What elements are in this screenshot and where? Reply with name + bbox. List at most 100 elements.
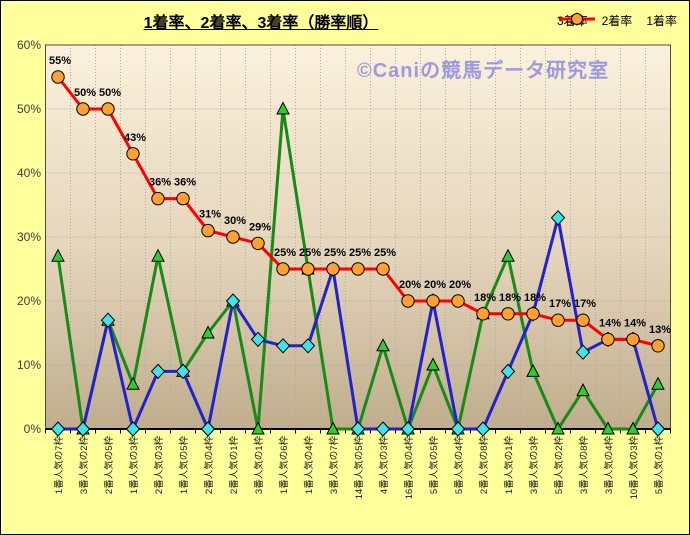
- x-axis-label: 3番人気の1枠: [253, 436, 265, 495]
- x-axis-label: 3番人気の4枠: [603, 436, 615, 495]
- y-axis-label: 60%: [17, 38, 41, 52]
- legend-label-first: 1着率: [646, 14, 677, 28]
- data-label: 25%: [324, 247, 346, 259]
- data-point-marker-second: [500, 363, 516, 380]
- data-point-marker-third: [51, 248, 65, 262]
- data-point-marker-first: [326, 262, 340, 276]
- data-point-marker-third: [576, 383, 590, 397]
- data-point-marker-first: [176, 191, 190, 206]
- legend-label-second: 2着率: [601, 14, 633, 28]
- data-point-marker-first: [226, 230, 240, 244]
- data-point-marker-second: [125, 421, 141, 437]
- data-point-marker-first: [101, 102, 115, 116]
- data-label: 18%: [499, 292, 521, 304]
- x-axis-label: 1番人気の6枠: [278, 436, 290, 495]
- y-axis-label: 0%: [24, 422, 42, 436]
- data-label: 50%: [99, 87, 121, 99]
- x-axis-label: 1番人気の5枠: [178, 436, 190, 495]
- data-point-marker-third: [151, 248, 165, 262]
- x-axis-label: 3番人気の2枠: [78, 436, 90, 495]
- x-axis-label: 5番人気の4枠: [453, 436, 465, 495]
- chart-title: 1着率、2着率、3着率（勝率順）: [143, 15, 379, 32]
- watermark: ©Caniの競馬データ研究室: [357, 60, 610, 82]
- data-label: 18%: [474, 292, 496, 304]
- data-point-marker-first: [301, 262, 315, 276]
- data-label: 17%: [549, 298, 571, 310]
- data-point-marker-second: [200, 421, 216, 437]
- data-label: 14%: [624, 317, 646, 329]
- chart-legend: 3着率 2着率 1着率: [557, 12, 677, 29]
- data-point-marker-first: [126, 147, 140, 161]
- x-axis-label: 5番人気の2枠: [553, 436, 565, 495]
- x-axis-label: 2番人気の5枠: [103, 436, 115, 495]
- data-point-marker-first: [401, 294, 415, 308]
- data-point-marker-second: [225, 293, 241, 309]
- data-label: 29%: [249, 221, 271, 233]
- data-point-marker-third: [276, 101, 290, 115]
- data-point-marker-third: [426, 357, 440, 371]
- data-label: 20%: [449, 279, 471, 291]
- data-point-marker-first: [251, 236, 265, 251]
- data-label: 25%: [374, 247, 396, 259]
- data-point-marker-second: [100, 312, 116, 328]
- x-axis-label: 2番人気の1枠: [228, 436, 240, 495]
- data-point-marker-second: [450, 421, 466, 437]
- data-point-marker-third: [526, 363, 540, 377]
- data-label: 31%: [199, 209, 221, 221]
- data-point-marker-first: [76, 102, 90, 116]
- data-label: 43%: [124, 132, 146, 144]
- data-label: 50%: [74, 87, 96, 99]
- data-point-marker-third: [551, 421, 565, 435]
- data-point-marker-second: [75, 421, 91, 437]
- data-point-marker-first: [576, 313, 590, 327]
- data-point-marker-second: [175, 363, 191, 380]
- data-point-marker-first: [501, 307, 515, 321]
- data-point-marker-first: [51, 70, 65, 84]
- x-axis-label: 3番人気の7枠: [328, 436, 340, 495]
- x-axis-label: 1番人気の4枠: [303, 436, 315, 495]
- data-label: 14%: [599, 317, 621, 329]
- data-point-marker-second: [375, 421, 391, 437]
- data-point-marker-second: [350, 421, 366, 437]
- circle-marker-icon: [570, 13, 583, 25]
- x-axis-label: 5番人気の5枠: [428, 436, 440, 495]
- y-axis-label: 30%: [17, 230, 41, 244]
- data-label: 36%: [174, 177, 196, 189]
- data-label: 55%: [49, 55, 71, 67]
- data-label: 18%: [524, 292, 546, 304]
- x-axis-label: 2番人気の4枠: [203, 436, 215, 495]
- x-axis-label: 1番人気の1枠: [503, 436, 515, 495]
- data-point-marker-second: [575, 344, 591, 360]
- data-point-marker-second: [475, 421, 491, 437]
- data-point-marker-first: [551, 313, 565, 327]
- data-label: 20%: [424, 279, 446, 291]
- data-point-marker-second: [300, 338, 316, 354]
- data-point-marker-second: [400, 421, 416, 437]
- data-point-marker-first: [151, 191, 165, 206]
- legend-circle-icon: [558, 13, 595, 25]
- x-axis-label: 1番人気の7枠: [53, 436, 65, 495]
- y-axis-label: 20%: [17, 294, 41, 308]
- x-axis-label: 3番人気の3枠: [528, 436, 540, 495]
- x-axis-label: 1番人気の3枠: [128, 436, 140, 495]
- data-point-marker-first: [601, 332, 615, 347]
- data-point-marker-first: [476, 307, 490, 321]
- data-label: 17%: [574, 298, 596, 310]
- data-point-marker-second: [150, 363, 166, 380]
- x-axis-label: 4番人気の3枠: [378, 436, 390, 495]
- data-point-marker-first: [376, 262, 390, 276]
- data-point-marker-third: [601, 421, 615, 435]
- data-label: 13%: [649, 324, 671, 336]
- data-point-marker-first: [451, 294, 465, 308]
- data-point-marker-second: [250, 331, 266, 348]
- data-point-marker-first: [526, 307, 540, 321]
- data-point-marker-first: [351, 262, 365, 276]
- x-axis-label: 2番人気の8枠: [478, 436, 490, 495]
- data-point-marker-third: [326, 421, 340, 435]
- data-point-marker-first: [626, 332, 640, 347]
- data-label: 25%: [299, 247, 321, 259]
- data-point-marker-third: [251, 421, 265, 435]
- data-label: 20%: [399, 279, 421, 291]
